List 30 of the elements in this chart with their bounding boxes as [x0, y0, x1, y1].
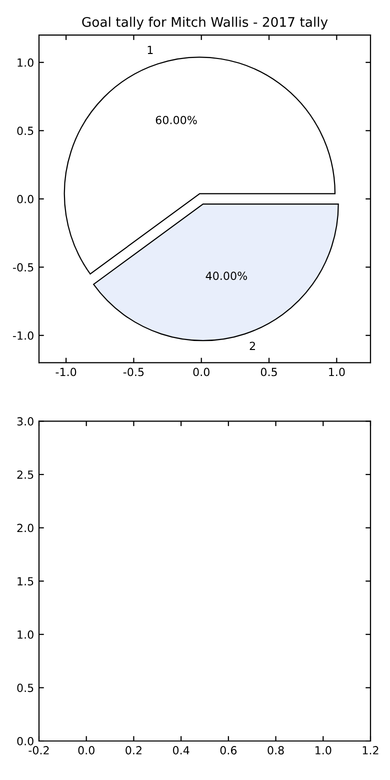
chart-title: Goal tally for Mitch Wallis - 2017 tally	[82, 16, 328, 30]
x-tick-label: 1.0	[316, 746, 332, 754]
y-tick-label: 0.0	[17, 736, 34, 746]
x-tick-label: 1.2	[362, 746, 378, 754]
y-tick-label: 0.5	[17, 126, 34, 136]
x-tick-label: 0.4	[172, 746, 190, 754]
x-tick-label: -0.2	[28, 746, 49, 754]
y-tick-label: -1.0	[13, 331, 34, 340]
x-tick-label: 0.2	[126, 746, 142, 754]
y-tick-label: 2.5	[17, 470, 34, 479]
y-tick-label: 0.5	[17, 684, 34, 692]
y-tick-label: -0.5	[13, 263, 34, 272]
x-tick-label: 0.6	[220, 746, 237, 754]
y-tick-label: 0.0	[17, 194, 34, 204]
x-tick-label: 0.5	[260, 368, 277, 376]
x-tick-label: 0.8	[268, 746, 284, 754]
slice-label: 2	[250, 342, 255, 350]
y-tick-label: 1.0	[18, 58, 34, 67]
x-tick-label: 1.0	[329, 368, 345, 376]
data-label: 40.00%	[206, 272, 248, 280]
y-tick-label: 1.0	[18, 630, 34, 639]
x-tick-label: -1.0	[56, 368, 76, 376]
y-tick-label: 1.5	[18, 577, 34, 586]
x-tick-label: -0.5	[123, 368, 144, 376]
data-label: 60.00%	[156, 116, 197, 124]
y-tick-label: 2.0	[17, 524, 34, 532]
y-tick-label: 3.0	[17, 417, 34, 426]
slice-label: 1	[148, 46, 153, 54]
x-tick-label: 0.0	[78, 746, 94, 754]
x-tick-label: 0.0	[193, 368, 210, 376]
